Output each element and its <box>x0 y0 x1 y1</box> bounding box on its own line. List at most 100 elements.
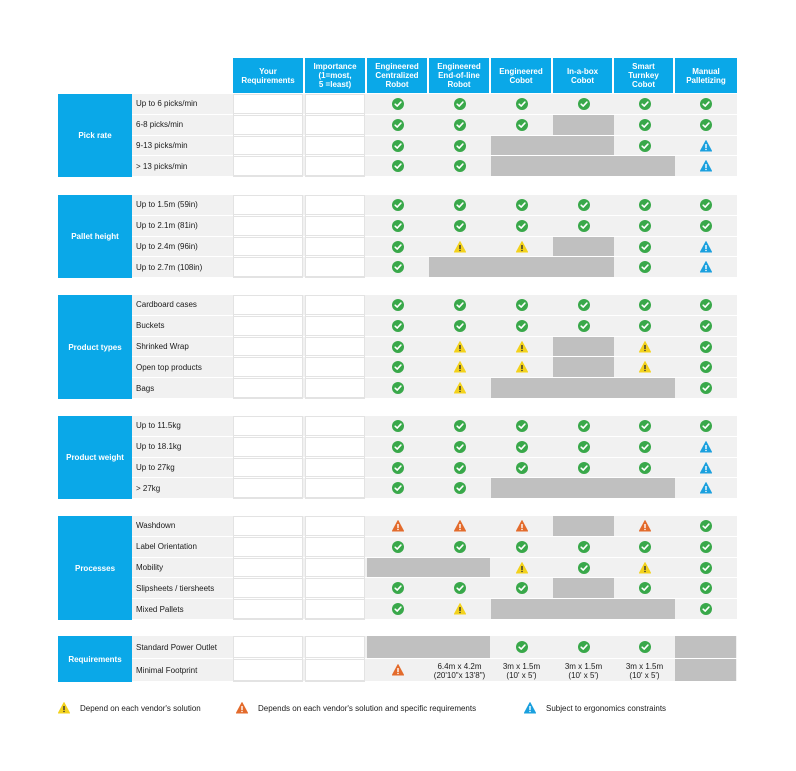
yellow-warning-icon <box>515 340 528 352</box>
row-label: Up to 1.5m (59in) <box>136 200 198 210</box>
importance-cell <box>305 516 365 536</box>
check-icon <box>391 198 404 211</box>
check-icon <box>638 298 651 311</box>
check-icon <box>638 582 651 595</box>
orange-warning-icon <box>638 519 651 532</box>
check-icon <box>577 219 590 232</box>
check-icon <box>453 419 466 432</box>
footprint-value: 3m x 1.5m (10' x 5') <box>502 662 541 680</box>
requirements-cell <box>233 195 303 215</box>
requirements-cell <box>233 599 303 619</box>
row-label: Mixed Pallets <box>136 604 184 614</box>
column-header: Engineered Centralized Robot <box>367 58 427 93</box>
row-label: Up to 6 picks/min <box>136 99 198 109</box>
row-label: Washdown <box>136 521 176 531</box>
check-icon <box>577 641 590 653</box>
row-label: Slipsheets / tiersheets <box>136 583 215 593</box>
row-label: Cardboard cases <box>136 300 197 310</box>
check-icon <box>638 219 651 232</box>
check-icon <box>577 97 590 110</box>
section-label: Pick rate <box>58 94 132 178</box>
legend-item: Depends on each vendor's solution and sp… <box>236 700 476 716</box>
check-icon <box>453 139 466 152</box>
row-label: Up to 11.5kg <box>136 421 181 431</box>
importance-cell <box>305 195 365 215</box>
yellow-warning-icon <box>638 561 651 573</box>
column-header: In-a-box Cobot <box>553 58 612 93</box>
check-icon <box>699 118 712 131</box>
not-applicable-cell <box>675 659 736 681</box>
check-icon <box>638 319 651 332</box>
blue-warning-icon <box>699 139 712 151</box>
importance-cell <box>305 536 365 557</box>
not-applicable-cell <box>553 236 614 257</box>
blue-warning-icon <box>699 160 712 172</box>
check-icon <box>638 641 651 653</box>
blue-warning-icon <box>699 461 712 473</box>
row-label: Open top products <box>136 362 202 372</box>
legend-item: Depend on each vendor's solution <box>58 700 201 716</box>
row-label: Up to 2.1m (81in) <box>136 221 198 231</box>
check-icon <box>391 118 404 131</box>
section-label: Pallet height <box>58 195 132 279</box>
importance-cell <box>305 478 365 499</box>
row-label: Label Orientation <box>136 542 197 552</box>
check-icon <box>391 240 404 253</box>
check-icon <box>577 440 590 453</box>
not-applicable-cell <box>553 114 614 135</box>
requirements-cell <box>233 436 303 457</box>
importance-cell <box>305 156 365 177</box>
check-icon <box>391 219 404 232</box>
requirements-cell <box>233 478 303 499</box>
check-icon <box>638 139 651 152</box>
yellow-warning-icon <box>515 361 528 373</box>
check-icon <box>515 641 528 653</box>
check-icon <box>453 219 466 232</box>
check-icon <box>638 540 651 553</box>
not-applicable-cell <box>491 135 614 156</box>
importance-cell <box>305 315 365 336</box>
check-icon <box>577 298 590 311</box>
check-icon <box>391 160 404 173</box>
check-icon <box>453 482 466 495</box>
check-icon <box>699 382 712 395</box>
not-applicable-cell <box>491 478 675 499</box>
orange-warning-icon <box>236 702 248 714</box>
check-icon <box>515 298 528 311</box>
check-icon <box>515 440 528 453</box>
importance-cell <box>305 114 365 135</box>
check-icon <box>638 240 651 253</box>
check-icon <box>391 461 404 474</box>
row-label: Up to 27kg <box>136 462 175 472</box>
row-label: Buckets <box>136 321 165 331</box>
requirements-cell <box>233 215 303 236</box>
yellow-warning-icon <box>453 603 466 615</box>
not-applicable-cell <box>491 599 675 619</box>
requirements-cell <box>233 659 303 681</box>
check-icon <box>577 319 590 332</box>
requirements-cell <box>233 135 303 156</box>
check-icon <box>638 440 651 453</box>
blue-warning-icon <box>699 261 712 273</box>
row-label: > 27kg <box>136 483 161 493</box>
importance-cell <box>305 416 365 436</box>
requirements-cell <box>233 257 303 278</box>
check-icon <box>453 461 466 474</box>
check-icon <box>515 118 528 131</box>
check-icon <box>515 319 528 332</box>
check-icon <box>577 561 590 574</box>
check-icon <box>453 160 466 173</box>
check-icon <box>391 419 404 432</box>
column-header: Engineered End-of-line Robot <box>429 58 489 93</box>
blue-warning-icon <box>699 440 712 453</box>
yellow-warning-icon <box>453 382 466 394</box>
yellow-warning-icon <box>515 240 528 252</box>
column-header: Your Requirements <box>233 58 303 93</box>
yellow-warning-icon <box>638 340 651 352</box>
importance-cell <box>305 295 365 315</box>
check-icon <box>638 261 651 274</box>
column-header: Smart Turnkey Cobot <box>614 58 673 93</box>
requirements-cell <box>233 94 303 114</box>
check-icon <box>577 198 590 211</box>
